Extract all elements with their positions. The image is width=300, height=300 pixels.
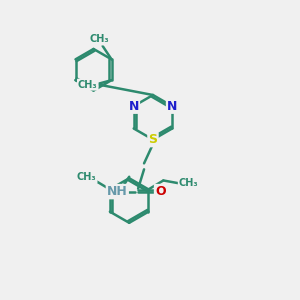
Text: NH: NH xyxy=(107,185,128,198)
Text: N: N xyxy=(128,100,139,113)
Text: S: S xyxy=(148,133,158,146)
Text: O: O xyxy=(155,185,166,198)
Text: CH₃: CH₃ xyxy=(179,178,198,188)
Text: CH₃: CH₃ xyxy=(78,80,98,90)
Text: N: N xyxy=(167,100,178,113)
Text: CH₃: CH₃ xyxy=(90,34,110,44)
Text: CH₃: CH₃ xyxy=(77,172,97,182)
